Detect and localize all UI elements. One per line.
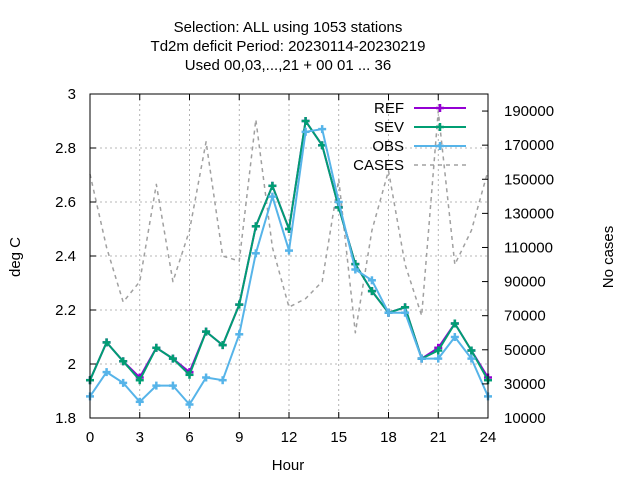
y2-tick-label: 70000 — [504, 308, 546, 325]
y2-tick-label: 190000 — [504, 103, 554, 120]
y-tick-label: 1.8 — [55, 410, 76, 427]
x-tick-label: 12 — [281, 429, 298, 446]
legend-label-sev: SEV — [374, 119, 404, 136]
x-tick-label: 24 — [480, 429, 497, 446]
legend-label-cases: CASES — [353, 157, 404, 174]
data-point-obs — [434, 354, 443, 363]
data-point-obs — [417, 354, 426, 363]
y2-tick-label: 130000 — [504, 205, 554, 222]
y2-axis-label: No cases — [600, 226, 617, 289]
data-point-obs — [218, 376, 227, 385]
data-point-sev — [218, 341, 227, 350]
data-point-obs — [384, 308, 393, 317]
data-point-sev — [367, 287, 376, 296]
chart-title: Selection: ALL using 1053 stations Td2m … — [151, 19, 426, 74]
data-point-sev — [434, 346, 443, 355]
y-tick-label: 2 — [68, 356, 76, 373]
data-point-obs — [351, 265, 360, 274]
y-tick-label: 2.2 — [55, 302, 76, 319]
data-point-sev — [168, 354, 177, 363]
data-point-obs — [152, 381, 161, 390]
x-tick-label: 3 — [136, 429, 144, 446]
data-point-sev — [450, 319, 459, 328]
y-axis-label: deg C — [7, 237, 24, 277]
data-point-obs — [251, 249, 260, 258]
y-tick-label: 2.8 — [55, 140, 76, 157]
data-point-sev — [119, 357, 128, 366]
legend: REF SEV OBS CASES — [353, 100, 466, 174]
data-point-obs — [268, 192, 277, 201]
series-line-cases — [89, 110, 489, 334]
x-tick-label: 9 — [235, 429, 243, 446]
data-point-obs — [102, 368, 111, 377]
title-line-1: Selection: ALL using 1053 stations — [174, 19, 403, 36]
x-tick-label: 18 — [380, 429, 397, 446]
y2-tick-label: 90000 — [504, 274, 546, 291]
data-point-obs — [301, 127, 310, 136]
data-point-obs — [318, 125, 327, 134]
data-point-sev — [152, 343, 161, 352]
legend-label-obs: OBS — [372, 138, 404, 155]
data-point-obs — [235, 330, 244, 339]
axis-ticks: 0 3 6 9 12 15 18 21 24 1.8 2 2.2 2.4 2.6 2.8 3 10000 3000… — [55, 86, 554, 446]
data-point-obs — [450, 333, 459, 341]
x-tick-label: 15 — [330, 429, 347, 446]
y2-tick-label: 150000 — [504, 171, 554, 188]
data-point-sev — [268, 181, 277, 190]
legend-label-ref: REF — [374, 100, 404, 117]
y2-tick-label: 170000 — [504, 137, 554, 154]
y-tick-label: 3 — [68, 86, 76, 103]
data-point-sev — [467, 346, 476, 355]
data-point-obs — [285, 246, 293, 255]
data-point-sev — [251, 222, 260, 231]
x-axis-label: Hour — [272, 457, 305, 474]
data-point-obs — [467, 354, 476, 363]
y2-tick-label: 50000 — [504, 342, 546, 359]
x-tick-label: 0 — [86, 429, 94, 446]
data-point-sev — [235, 300, 244, 309]
data-point-obs — [119, 378, 128, 387]
data-point-obs — [334, 198, 343, 206]
series-layer — [86, 110, 492, 409]
data-point-sev — [301, 117, 310, 125]
x-tick-label: 21 — [430, 429, 447, 446]
data-point-obs — [168, 381, 177, 390]
y-tick-label: 2.4 — [55, 248, 76, 265]
x-tick-label: 6 — [185, 429, 193, 446]
data-point-sev — [102, 338, 111, 347]
data-point-sev — [135, 376, 144, 385]
y-tick-label: 2.6 — [55, 194, 76, 211]
data-point-obs — [367, 276, 376, 285]
grid — [90, 94, 488, 418]
data-point-obs — [185, 400, 194, 409]
data-point-sev — [185, 370, 194, 379]
title-line-3: Used 00,03,...,21 + 00 01 ... 36 — [185, 57, 391, 74]
y2-tick-label: 30000 — [504, 376, 546, 393]
data-point-obs — [135, 397, 144, 406]
y2-tick-label: 110000 — [504, 239, 553, 256]
data-point-obs — [202, 373, 211, 382]
y2-tick-label: 10000 — [504, 410, 546, 427]
data-point-sev — [202, 327, 211, 336]
data-point-obs — [401, 308, 410, 317]
title-line-2: Td2m deficit Period: 20230114-20230219 — [151, 38, 426, 55]
